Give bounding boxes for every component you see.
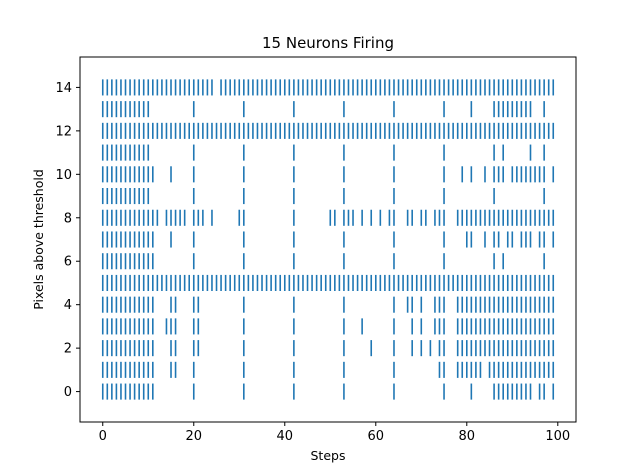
y-tick-label: 8	[64, 211, 72, 226]
x-tick-label: 60	[368, 429, 385, 444]
plot-area	[101, 79, 555, 400]
y-tick-label: 6	[64, 255, 72, 270]
x-tick-label: 80	[459, 429, 476, 444]
spike-row-0	[101, 383, 555, 400]
x-tick-label: 100	[545, 429, 570, 444]
spike-row-7	[101, 231, 555, 248]
spike-row-5	[101, 274, 555, 291]
y-axis: 0 2 4 6 8 10 12 14	[55, 81, 80, 400]
x-axis: 0 20 40 60 80 100	[99, 422, 570, 444]
spike-row-2	[101, 340, 555, 357]
y-axis-title: Pixels above threshold	[31, 169, 46, 310]
spike-row-13	[101, 101, 545, 118]
x-tick-label: 20	[185, 429, 202, 444]
spike-row-6	[101, 253, 545, 270]
y-tick-label: 12	[55, 124, 72, 139]
spike-row-1	[101, 361, 555, 378]
y-tick-label: 0	[64, 385, 72, 400]
x-axis-title: Steps	[311, 448, 346, 463]
y-tick-label: 14	[55, 81, 72, 96]
y-tick-label: 4	[64, 298, 72, 313]
y-tick-label: 10	[55, 168, 72, 183]
plot-frame	[79, 56, 577, 423]
spike-row-4	[101, 296, 555, 313]
spike-row-12	[101, 122, 555, 139]
spike-row-11	[101, 144, 545, 161]
spike-row-3	[101, 318, 555, 335]
x-tick-label: 40	[276, 429, 293, 444]
spike-row-14	[101, 79, 555, 96]
spike-row-10	[101, 166, 555, 183]
y-tick-label: 2	[64, 342, 72, 357]
x-tick-label: 0	[99, 429, 107, 444]
spike-row-8	[101, 209, 555, 226]
spike-row-9	[101, 188, 545, 205]
chart-title: 15 Neurons Firing	[262, 34, 394, 52]
